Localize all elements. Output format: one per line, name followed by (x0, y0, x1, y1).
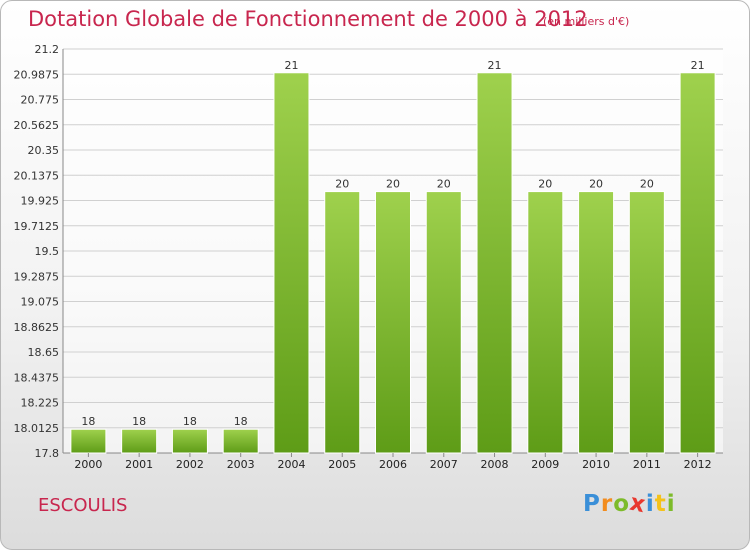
bar-value-label: 20 (538, 178, 552, 191)
commune-name: ESCOULIS (38, 495, 128, 516)
bar (121, 428, 158, 454)
bar-value-label: 18 (234, 415, 248, 428)
x-tick-label: 2009 (531, 458, 559, 471)
bar (171, 428, 208, 454)
chart-title: Dotation Globale de Fonctionnement de 20… (28, 7, 588, 31)
y-tick-label: 18.8625 (14, 321, 60, 334)
y-tick-label: 20.9875 (14, 68, 60, 81)
bar-value-label: 20 (386, 178, 400, 191)
y-tick-label: 18.4375 (14, 371, 60, 384)
bar-value-label: 18 (132, 415, 146, 428)
x-tick-label: 2002 (176, 458, 204, 471)
bar-value-label: 21 (284, 59, 298, 72)
y-tick-label: 19.075 (21, 296, 60, 309)
y-tick-label: 20.5625 (14, 119, 60, 132)
bar (222, 428, 259, 454)
x-tick-label: 2001 (125, 458, 153, 471)
x-tick-label: 2003 (227, 458, 255, 471)
x-tick-label: 2007 (430, 458, 458, 471)
bar-value-label: 18 (183, 415, 197, 428)
logo-letter: t (654, 491, 667, 517)
logo-letter: P (583, 491, 601, 517)
y-tick-label: 18.0125 (14, 422, 60, 435)
bar (679, 72, 716, 454)
bar (628, 191, 665, 454)
bar-value-label: 18 (81, 415, 95, 428)
chart-unit-label: (en milliers d'€) (543, 15, 630, 28)
bar-value-label: 20 (335, 178, 349, 191)
x-tick-label: 2008 (481, 458, 509, 471)
proxiti-logo: Proxiti (583, 490, 676, 519)
logo-letter: r (600, 491, 614, 517)
bar-value-label: 20 (589, 178, 603, 191)
y-tick-label: 18.225 (21, 397, 60, 410)
x-tick-label: 2005 (328, 458, 356, 471)
x-tick-label: 2011 (633, 458, 661, 471)
x-tick-label: 2006 (379, 458, 407, 471)
y-tick-label: 18.65 (28, 346, 60, 359)
y-tick-label: 20.35 (28, 144, 60, 157)
y-tick-label: 19.5 (35, 245, 60, 258)
bar-value-label: 20 (640, 178, 654, 191)
bar (578, 191, 615, 454)
bar (324, 191, 361, 454)
y-tick-label: 20.1375 (14, 169, 60, 182)
bar (476, 72, 513, 454)
bar-value-label: 21 (691, 59, 705, 72)
y-tick-label: 17.8 (35, 447, 60, 460)
bar (425, 191, 462, 454)
bar (273, 72, 310, 454)
y-tick-label: 20.775 (21, 94, 60, 107)
x-tick-label: 2000 (74, 458, 102, 471)
x-tick-label: 2004 (277, 458, 305, 471)
bar (527, 191, 564, 454)
bar (70, 428, 107, 454)
y-tick-label: 19.2875 (14, 270, 60, 283)
bar-value-label: 21 (488, 59, 502, 72)
y-tick-label: 19.925 (21, 195, 60, 208)
x-tick-label: 2012 (684, 458, 712, 471)
bar (375, 191, 411, 454)
y-tick-label: 19.7125 (14, 220, 60, 233)
y-tick-label: 21.2 (35, 43, 60, 56)
logo-letter: o (613, 491, 631, 517)
bar-value-label: 20 (437, 178, 451, 191)
x-tick-label: 2010 (582, 458, 610, 471)
logo-letter: i (666, 491, 676, 517)
logo-letter: i (645, 491, 655, 517)
